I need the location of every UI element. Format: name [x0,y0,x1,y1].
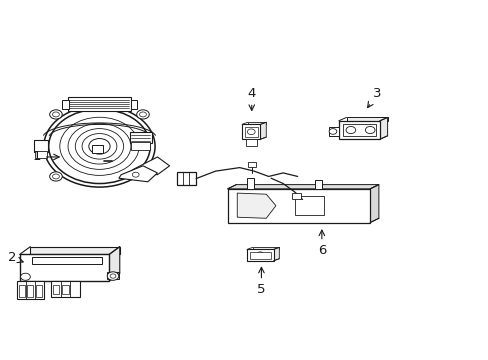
Bar [62,100,68,109]
Bar [19,284,24,297]
Bar [242,124,260,139]
Bar [246,249,273,261]
Polygon shape [128,157,169,175]
Text: 3: 3 [367,87,381,108]
Circle shape [20,273,30,280]
Circle shape [139,112,146,117]
Bar [245,139,256,145]
Bar [131,100,137,109]
Circle shape [132,172,139,177]
Polygon shape [247,122,265,124]
Circle shape [365,126,374,134]
Polygon shape [68,101,131,104]
Circle shape [89,139,110,154]
Polygon shape [109,247,120,281]
Circle shape [129,170,142,179]
Polygon shape [252,247,279,249]
Bar [34,140,48,152]
Polygon shape [328,127,338,136]
Polygon shape [273,247,279,261]
Bar [17,281,44,300]
Bar [177,172,196,185]
Text: 1: 1 [32,150,59,163]
Text: 2: 2 [8,252,23,265]
Bar [248,162,255,167]
Text: 4: 4 [247,87,255,111]
Polygon shape [314,180,321,189]
Bar [106,272,119,279]
Bar [20,255,109,281]
Bar [249,252,270,259]
Bar [92,145,102,153]
Polygon shape [227,185,378,189]
Circle shape [137,110,149,119]
Bar [130,132,151,143]
Polygon shape [237,193,275,218]
Bar [291,193,300,199]
Polygon shape [346,117,387,121]
Polygon shape [30,247,120,255]
Circle shape [50,172,62,181]
Bar [32,257,102,264]
Circle shape [50,110,62,119]
Circle shape [53,112,59,117]
Bar [295,196,324,215]
Text: 6: 6 [317,230,325,257]
Bar [68,98,131,111]
Circle shape [107,272,119,280]
Polygon shape [260,122,265,139]
Bar [131,142,150,150]
Circle shape [346,126,355,134]
Bar [342,123,375,136]
Bar [62,284,69,294]
Polygon shape [369,185,378,222]
Circle shape [49,109,150,184]
Circle shape [255,252,264,258]
Circle shape [247,129,255,135]
Circle shape [110,274,116,278]
Bar [35,151,47,158]
Circle shape [328,129,336,134]
Circle shape [53,174,59,179]
Bar [227,189,369,222]
Bar [53,284,59,294]
Bar [51,281,80,297]
Bar [338,121,379,139]
Bar [27,284,33,297]
Polygon shape [246,178,254,189]
Polygon shape [379,117,387,139]
Polygon shape [119,166,157,182]
Bar [36,284,42,297]
Text: 5: 5 [257,267,265,296]
Bar [244,127,257,137]
